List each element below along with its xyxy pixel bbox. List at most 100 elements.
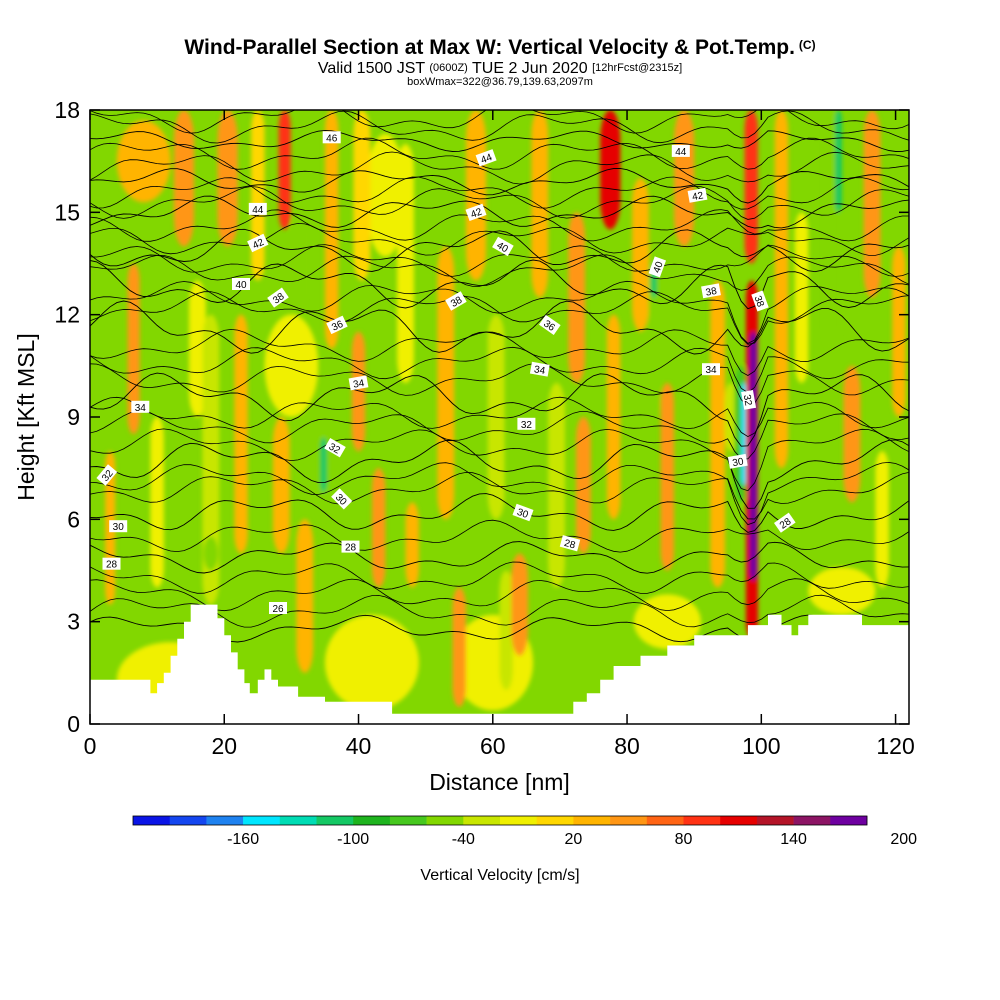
isentrope-line [90,410,909,460]
forecast-info: [12hrFcst@2315z] [592,62,683,74]
isentrope-30 [90,493,909,533]
contour-label-text: 38 [449,295,465,310]
contour-label-text: 42 [251,237,266,252]
contour-label-34: 34 [131,400,150,414]
velocity-column-4 [189,280,206,417]
colorbar-swatch [463,816,501,825]
colorbar-swatch [793,816,831,825]
contour-label-text: 42 [469,206,484,220]
isentrope-line [90,254,909,291]
colorbar-swatch [133,816,170,825]
y-tick-label: 0 [67,711,80,737]
velocity-column-40 [724,382,738,452]
contour-label-text: 30 [515,507,530,521]
velocity-cell-4 [808,567,876,615]
velocity-column-11 [272,417,290,554]
velocity-column-12 [291,212,305,315]
colorbar-swatch [353,816,391,825]
contour-label-text: 28 [345,543,357,554]
contour-label-34: 34 [702,363,720,376]
velocity-column-7 [217,110,238,247]
contour-label-26: 26 [269,602,287,615]
contour-label-box [475,149,497,167]
y-axis-title: Height [Kft MSL] [13,333,39,500]
contour-label-28: 28 [102,557,121,571]
velocity-column-26 [499,570,513,690]
contour-label-box [269,602,287,614]
contour-label-32: 32 [324,438,346,458]
velocity-column-23 [452,587,466,707]
contour-label-text: 34 [705,365,717,376]
contour-label-text: 38 [705,286,718,299]
isentrope-line [90,151,909,185]
contour-label-box [687,187,708,203]
contour-label-text: 30 [732,456,745,469]
contour-label-38: 38 [445,291,467,311]
x-tick-label: 100 [742,733,780,759]
isentrope-line [90,185,909,220]
contour-label-box [751,290,769,312]
velocity-column-6 [203,536,219,571]
colorbar-swatch [389,816,427,825]
contour-label-box [248,202,267,215]
colorbar-swatch [756,816,794,825]
isentrope-line [90,363,909,407]
contour-label-38: 38 [701,283,721,299]
colorbar-label: -160 [227,831,259,848]
velocity-column-22 [437,246,455,520]
x-axis-title: Distance [nm] [429,769,570,795]
contour-label-text: 40 [235,280,247,291]
contour-label-box [131,400,150,413]
velocity-column-21 [405,502,419,588]
isentrope-32 [90,439,909,509]
contour-label-32: 32 [517,417,536,431]
velocity-column-15 [320,437,327,493]
contour-label-box [517,417,536,430]
y-tick-label: 15 [54,199,80,225]
contour-label-box [324,438,346,458]
contour-label-text: 38 [752,294,766,309]
isentrope-line [90,137,909,170]
velocity-column-3 [173,110,195,247]
contour-label-box [109,520,128,533]
velocity-column-17 [351,331,366,452]
velocity-column-13 [296,519,314,673]
contour-label-text: 28 [106,560,118,571]
isentrope-line [90,561,909,594]
colorbar-swatch [243,816,281,825]
isentrope-line [90,428,909,492]
contour-label-box [348,375,369,391]
contour-label-36: 36 [538,314,561,335]
y-tick-label: 18 [54,97,80,123]
colorbar-label: 140 [780,831,807,848]
x-tick-label: 20 [211,733,237,759]
velocity-column-30 [568,212,586,383]
velocity-column-8 [234,314,248,554]
isentrope-34 [90,372,909,447]
terrain [90,604,909,724]
isentrope-line [90,110,909,144]
isentrope-line [90,209,909,242]
velocity-column-43 [744,110,758,264]
isentrope-40 [90,228,909,273]
contour-label-42: 42 [687,187,708,203]
colorbar: -160 -100 -40 20 80 140 200 [132,815,917,848]
velocity-column-50 [835,110,842,213]
contour-label-box [341,540,360,553]
isentrope-line [90,222,909,256]
colorbar-swatch [573,816,611,825]
isentrope-line [90,396,909,438]
contour-label-38: 38 [267,287,289,308]
contour-label-text: 32 [521,420,533,431]
colorbar-label: -100 [337,831,369,848]
velocity-column-29 [548,382,565,588]
isentrope-line [90,328,909,376]
colorbar-swatch [500,816,537,825]
contour-label-40: 40 [492,236,514,257]
y-tick-label: 9 [67,404,80,430]
contour-label-text: 28 [563,538,577,552]
contour-label-box [701,283,721,299]
contour-label-28: 28 [773,512,796,533]
contour-label-text: 40 [495,240,511,255]
isentrope-line [90,578,909,612]
